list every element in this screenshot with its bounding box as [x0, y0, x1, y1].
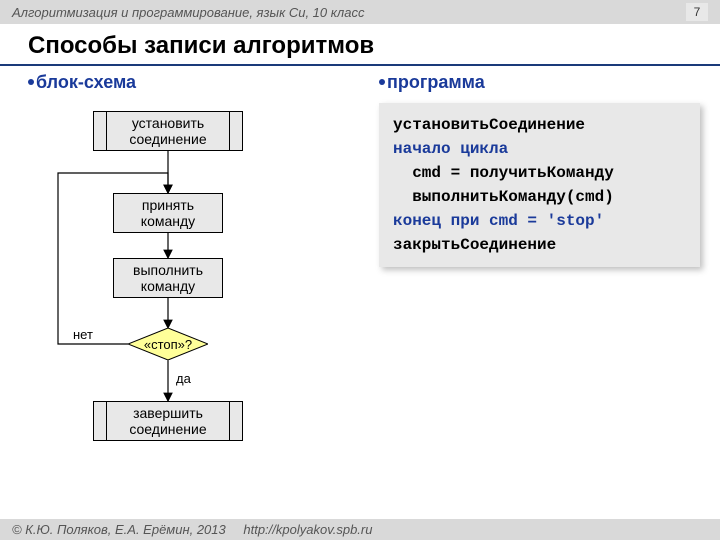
- flow-edge-label: нет: [73, 327, 93, 342]
- right-heading-text: программа: [387, 72, 485, 92]
- page-number: 7: [686, 3, 708, 21]
- right-heading: программа: [379, 72, 700, 93]
- flow-subroutine: установить соединение: [93, 111, 243, 151]
- course-title: Алгоритмизация и программирование, язык …: [12, 5, 364, 20]
- footer-url: http://kpolyakov.spb.ru: [243, 522, 372, 537]
- flow-decision-label: «стоп»?: [144, 337, 192, 352]
- flow-edge-label: да: [176, 371, 191, 386]
- code-block: установитьСоединение начало цикла cmd = п…: [379, 103, 700, 267]
- flowchart: установить соединение принять команду выпо…: [28, 103, 288, 473]
- content-columns: блок-схема установить соединение принять …: [0, 66, 720, 473]
- flow-process: принять команду: [113, 193, 223, 233]
- right-column: программа установитьСоединение начало цик…: [379, 72, 700, 473]
- left-column: блок-схема установить соединение принять …: [28, 72, 349, 473]
- subroutine-side: [93, 401, 107, 441]
- subroutine-side: [93, 111, 107, 151]
- left-heading: блок-схема: [28, 72, 349, 93]
- page-title: Способы записи алгоритмов: [0, 24, 720, 66]
- left-heading-text: блок-схема: [36, 72, 136, 92]
- code-keyword: конец при cmd = 'stop': [393, 212, 604, 230]
- header-bar: Алгоритмизация и программирование, язык …: [0, 0, 720, 24]
- copyright: © К.Ю. Поляков, Е.А. Ерёмин, 2013: [12, 522, 226, 537]
- code-line: конец при cmd = 'stop': [393, 209, 686, 233]
- code-line: начало цикла: [393, 137, 686, 161]
- code-keyword: начало цикла: [393, 140, 508, 158]
- bullet-icon: [379, 79, 385, 85]
- bullet-icon: [28, 79, 34, 85]
- code-line: cmd = получитьКоманду: [393, 161, 686, 185]
- code-line: закрытьСоединение: [393, 233, 686, 257]
- code-line: установитьСоединение: [393, 113, 686, 137]
- flow-subroutine: завершить соединение: [93, 401, 243, 441]
- footer-bar: © К.Ю. Поляков, Е.А. Ерёмин, 2013 http:/…: [0, 519, 720, 540]
- flow-decision: «стоп»?: [128, 328, 208, 360]
- subroutine-side: [229, 401, 243, 441]
- subroutine-side: [229, 111, 243, 151]
- code-line: выполнитьКоманду(cmd): [393, 185, 686, 209]
- flow-process: выполнить команду: [113, 258, 223, 298]
